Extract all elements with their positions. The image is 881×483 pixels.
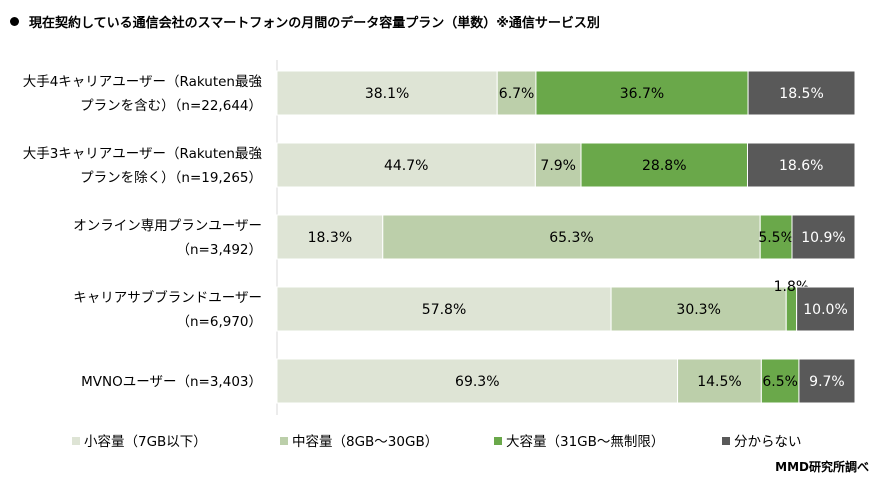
data-label: 36.7% bbox=[620, 86, 664, 102]
bar-segment bbox=[276, 70, 498, 116]
legend-swatch bbox=[494, 437, 502, 445]
bullet-icon bbox=[10, 17, 19, 26]
legend-label: 小容量（7GB以下） bbox=[84, 433, 207, 450]
legend-swatch bbox=[280, 437, 288, 445]
category-label: キャリアサブブランドユーザー bbox=[73, 289, 262, 306]
legend-label: 大容量（31GB〜無制限） bbox=[506, 433, 664, 450]
category-label: MVNOユーザー（n=3,403） bbox=[81, 374, 262, 390]
data-label: 65.3% bbox=[549, 230, 593, 246]
data-label: 69.3% bbox=[455, 374, 499, 390]
data-label: 38.1% bbox=[365, 86, 409, 102]
data-label: 6.5% bbox=[762, 374, 798, 390]
bar-segment bbox=[276, 142, 536, 188]
data-label: 18.3% bbox=[308, 230, 352, 246]
data-label: 44.7% bbox=[384, 158, 428, 174]
data-label: 10.9% bbox=[801, 230, 845, 246]
data-label: 9.7% bbox=[809, 374, 845, 390]
bar-segment bbox=[580, 142, 748, 188]
data-label: 18.5% bbox=[779, 86, 823, 102]
bar-segment bbox=[276, 358, 679, 404]
category-label: プランを除く）（n=19,265） bbox=[80, 170, 262, 186]
bar-segment bbox=[610, 286, 787, 332]
bar-segment bbox=[382, 214, 761, 260]
legend-swatch bbox=[72, 437, 80, 445]
bar-segment bbox=[276, 286, 612, 332]
category-label: （n=6,970） bbox=[176, 314, 262, 330]
bar-segment bbox=[677, 358, 762, 404]
bar-segment bbox=[759, 214, 793, 260]
legend-label: 中容量（8GB〜30GB） bbox=[292, 433, 438, 450]
bar-segment bbox=[496, 70, 537, 116]
bar-segment bbox=[747, 70, 856, 116]
data-label: 7.9% bbox=[540, 158, 576, 174]
data-label: 18.6% bbox=[779, 158, 823, 174]
data-label: 14.5% bbox=[697, 374, 741, 390]
chart-title: 現在契約している通信会社のスマートフォンの月間のデータ容量プラン（単数）※通信サ… bbox=[10, 12, 600, 31]
bar-segment bbox=[796, 286, 855, 332]
category-label: オンライン専用プランユーザー bbox=[73, 218, 262, 234]
legend-label: 分からない bbox=[734, 434, 802, 450]
data-label: 5.5% bbox=[758, 230, 794, 246]
bar-segment bbox=[276, 214, 384, 260]
data-label: 30.3% bbox=[676, 302, 720, 318]
bar-segment bbox=[791, 214, 856, 260]
category-label: （n=3,492） bbox=[176, 242, 262, 258]
category-label: プランを含む）（n=22,644） bbox=[80, 98, 262, 114]
data-label: 28.8% bbox=[642, 158, 686, 174]
source-note: MMD研究所調べ bbox=[775, 460, 869, 474]
category-label: 大手4キャリアユーザー（Rakuten最強 bbox=[23, 74, 263, 90]
bar-segment bbox=[535, 70, 749, 116]
bar-segment bbox=[534, 142, 582, 188]
category-label: 大手3キャリアユーザー（Rakuten最強 bbox=[23, 146, 263, 162]
data-label: 57.8% bbox=[422, 302, 466, 318]
legend-swatch bbox=[722, 437, 730, 445]
data-label: 6.7% bbox=[499, 86, 535, 102]
bar-segment bbox=[798, 358, 856, 404]
bar-segment bbox=[746, 142, 856, 188]
data-label: 10.0% bbox=[803, 302, 847, 318]
